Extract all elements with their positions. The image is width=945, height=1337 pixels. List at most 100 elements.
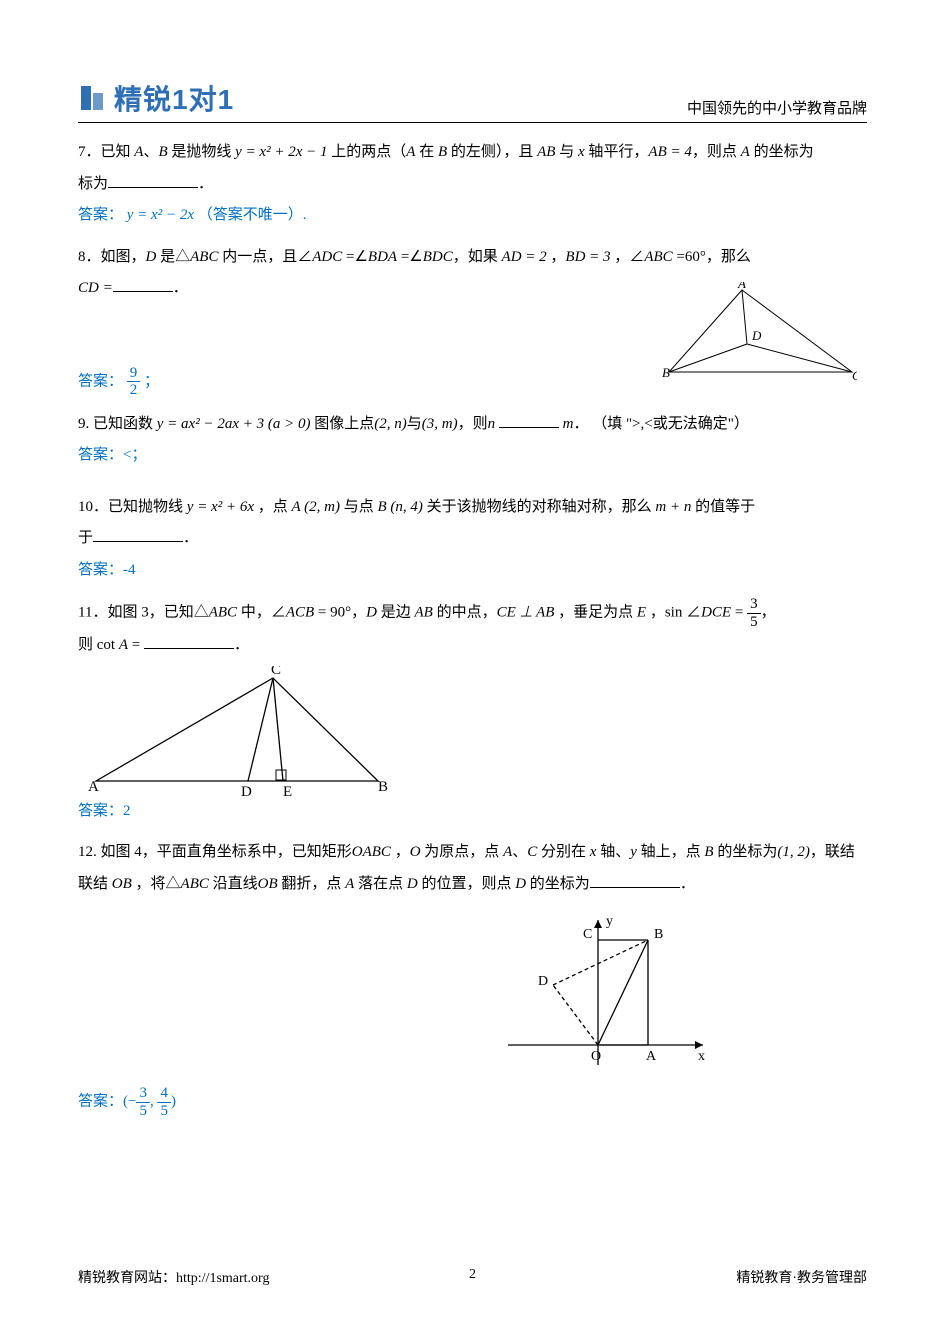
p8-e: ，∠ — [611, 249, 645, 265]
p12-ans-label: 答案： — [78, 1093, 123, 1109]
p12-n1: 3 — [136, 1085, 150, 1103]
p8-D: D — [146, 249, 157, 265]
p7-h: ，则点 — [692, 144, 741, 160]
p7-answer: 答案： y = x² − 2x （答案不唯一）. — [78, 200, 867, 232]
fig12-D: D — [538, 974, 548, 989]
logo: 精锐1对1 — [78, 78, 234, 118]
p9-pt1: (2, n) — [374, 416, 407, 432]
p11-h: 则 cot — [78, 637, 119, 653]
p12-d1: 5 — [136, 1103, 150, 1120]
p12-OB2: OB — [258, 876, 278, 892]
p11-g: ，sin ∠ — [646, 604, 701, 620]
p12-OABC: OABC — [352, 844, 391, 860]
p11-eqs: = — [731, 604, 747, 620]
p12-D2: D — [515, 876, 526, 892]
p10-a: 已知抛物线 — [108, 499, 187, 515]
footer-left: 精锐教育网站：http://1smart.org — [78, 1267, 269, 1287]
footer-page-num: 2 — [469, 1267, 476, 1283]
p9-c: 与 — [407, 416, 422, 432]
figure-12: O A B C D x y — [498, 910, 718, 1075]
p7-AB4: AB = 4 — [648, 144, 691, 160]
fig12-A: A — [646, 1049, 657, 1064]
p10-eq: y = x² + 6x — [187, 499, 254, 515]
p8-a: 如图， — [101, 249, 146, 265]
p12-ans-close: ) — [171, 1093, 176, 1109]
p10-period: ． — [183, 530, 198, 546]
p12-m: 的位置，则点 — [418, 876, 516, 892]
p11-ABC: ABC — [209, 604, 237, 620]
content: 7．已知 A、B 是抛物线 y = x² + 2x − 1 上的两点（A 在 B… — [78, 137, 867, 1119]
p11-d: 是边 — [377, 604, 415, 620]
p10-num: 10． — [78, 499, 108, 515]
p8-BDA: BDA — [368, 249, 397, 265]
p10-ans-label: 答案： — [78, 562, 123, 578]
p12-f: 轴上，点 — [637, 844, 705, 860]
p8-ADC: ADC — [312, 249, 342, 265]
p8-num: 8． — [78, 249, 101, 265]
p10-e: 的值等于 — [691, 499, 755, 515]
page: 精锐1对1 中国领先的中小学教育品牌 7．已知 A、B 是抛物线 y = x² … — [0, 0, 945, 1337]
p12-O: O — [410, 844, 421, 860]
p9-n: n — [488, 416, 496, 432]
p12-a: 如图 4，平面直角坐标系中，已知矩形 — [97, 844, 352, 860]
p9-ans-label: 答案： — [78, 447, 123, 463]
p11-b: 中，∠ — [237, 604, 286, 620]
p12-blank — [590, 872, 680, 888]
p11-c: = 90°， — [314, 604, 366, 620]
figure-8: A B C D — [657, 282, 857, 382]
p12-n2: 4 — [157, 1085, 171, 1103]
p12-l: 落在点 — [354, 876, 407, 892]
p11-fden: 5 — [747, 614, 761, 631]
fig8-D: D — [751, 328, 762, 343]
p11-D: D — [366, 604, 377, 620]
p7-ans-label: 答案： — [78, 207, 123, 223]
p9-num: 9. — [78, 416, 89, 432]
p11-eqs2: = — [128, 637, 144, 653]
p9-pt2: (3, m) — [422, 416, 458, 432]
p9-answer: 答案：<； — [78, 440, 867, 472]
p10-b: ，点 — [254, 499, 292, 515]
p11-e: 的中点， — [433, 604, 497, 620]
p8-f: =60°，那么 — [673, 249, 751, 265]
fig8-B: B — [662, 365, 670, 380]
fig12-y: y — [606, 914, 613, 929]
fig11-C: C — [271, 666, 281, 678]
p11-comma: ， — [761, 604, 776, 620]
p11-blank — [144, 633, 234, 649]
p11-ACB: ACB — [286, 604, 314, 620]
fig11-A: A — [88, 779, 99, 795]
fig11-E: E — [283, 784, 292, 796]
p9-d: ，则 — [458, 416, 488, 432]
p7-g: 轴平行， — [585, 144, 649, 160]
p12-f1: 35 — [136, 1085, 150, 1119]
p12-k: 翻折，点 — [278, 876, 346, 892]
problem-10: 10．已知抛物线 y = x² + 6x ，点 A (2, m) 与点 B (n… — [78, 492, 867, 587]
p9-m: m — [563, 416, 574, 432]
p11-answer: 答案：2 — [78, 796, 867, 828]
p11-Avar: A — [119, 637, 128, 653]
problem-8: 8．如图，D 是△ABC 内一点，且∠ADC =∠BDA =∠BDC，如果 AD… — [78, 242, 867, 399]
p12-y: y — [630, 844, 637, 860]
p12-h: ，联结 — [810, 844, 855, 860]
p11-DCE: DCE — [701, 604, 731, 620]
p9-ans: <； — [123, 447, 146, 463]
p11-E: E — [637, 604, 646, 620]
tagline: 中国领先的中小学教育品牌 — [687, 97, 867, 118]
problem-7: 7．已知 A、B 是抛物线 y = x² + 2x − 1 上的两点（A 在 B… — [78, 137, 867, 232]
figure-11: A B C D E — [78, 666, 388, 796]
p8-d: ，如果 — [453, 249, 502, 265]
p11-fnum: 3 — [747, 596, 761, 614]
p7-b: 是抛物线 — [171, 144, 235, 160]
p10-d: 关于该抛物线的对称轴对称，那么 — [423, 499, 656, 515]
p7-a: 已知 — [101, 144, 131, 160]
p12-C: C — [527, 844, 537, 860]
p9-e: ． （填 ">,<或无法确定"） — [573, 416, 748, 432]
fig8-C: C — [852, 368, 857, 382]
p11-ans: 2 — [123, 803, 131, 819]
p11-CE: CE ⊥ AB — [497, 604, 555, 620]
p10-blank — [93, 526, 183, 542]
p8-BDC: BDC — [423, 249, 453, 265]
p10-mn: m + n — [655, 499, 691, 515]
p9-blank — [499, 412, 559, 428]
fig12-B: B — [654, 927, 663, 942]
